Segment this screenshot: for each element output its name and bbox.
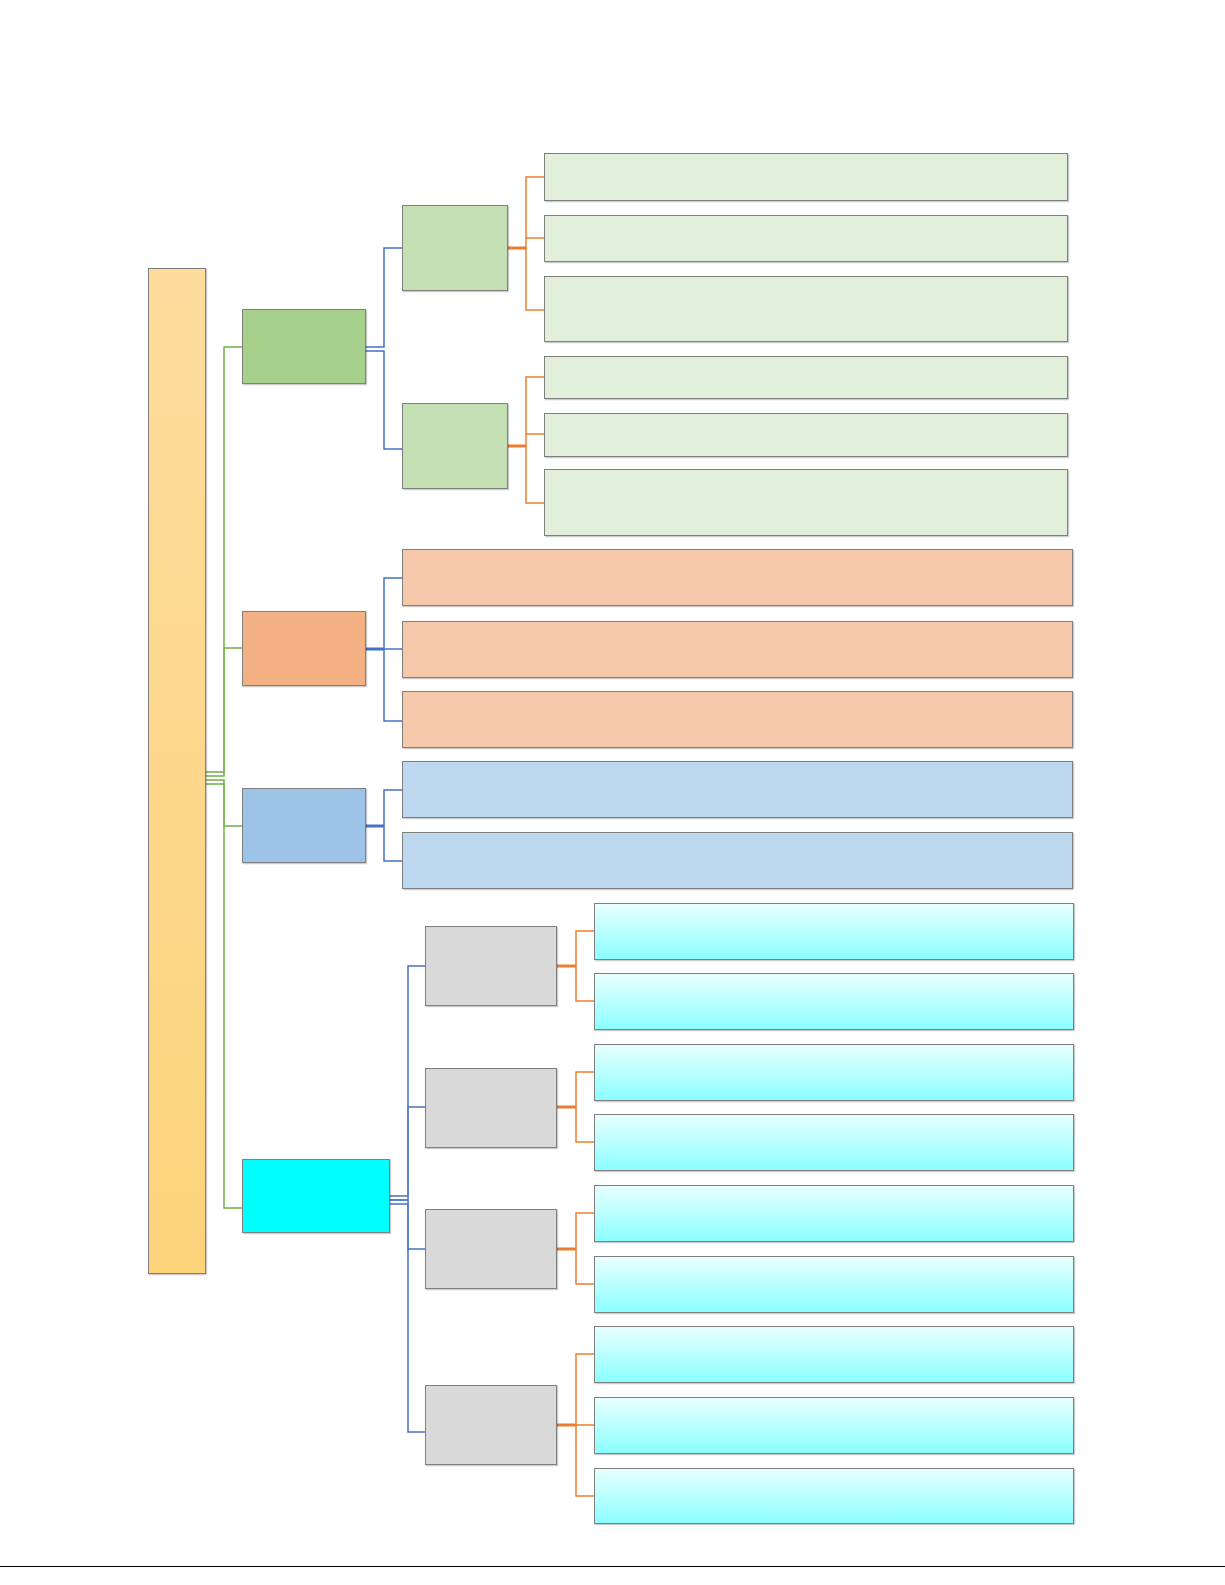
- green-leaf-node: [544, 215, 1068, 262]
- blue-leaf-node: [402, 832, 1073, 889]
- green-subgroup-node-2: [402, 403, 508, 489]
- green-category-connectors: [366, 247, 402, 450]
- green-leaf-node: [544, 469, 1068, 536]
- blue-category-connectors: [366, 789, 402, 862]
- category-green-node: [242, 309, 366, 384]
- green-leaf-node: [544, 413, 1068, 457]
- gray-subgroup-node-3: [425, 1209, 557, 1289]
- cyan-leaf-node: [594, 1397, 1074, 1454]
- cyan-leaf-node: [594, 1185, 1074, 1242]
- gray-subgroup-node-4: [425, 1385, 557, 1465]
- gray-subgroup-node-2: [425, 1068, 557, 1148]
- cyan-leaf-node: [594, 973, 1074, 1030]
- cyan-category-connectors: [390, 965, 425, 1433]
- cyan-leaf-node: [594, 1256, 1074, 1313]
- green-subgroup-node-1: [402, 205, 508, 291]
- orange-leaf-node: [402, 549, 1073, 606]
- cyan-leaf-node: [594, 903, 1074, 960]
- category-cyan-node: [242, 1159, 390, 1233]
- green-leaf-node: [544, 153, 1068, 201]
- orange-category-connectors: [366, 577, 402, 722]
- green-sub1-connectors: [508, 176, 544, 311]
- gray-subgroup-node-1: [425, 926, 557, 1006]
- cyan-leaf-node: [594, 1044, 1074, 1101]
- green-sub2-connectors: [508, 376, 544, 504]
- orange-leaf-node: [402, 691, 1073, 748]
- blue-leaf-node: [402, 761, 1073, 818]
- green-leaf-node: [544, 356, 1068, 399]
- cyan-leaf-node: [594, 1468, 1074, 1524]
- orange-leaf-node: [402, 621, 1073, 678]
- cyan-leaf-node: [594, 1326, 1074, 1383]
- green-leaf-node: [544, 276, 1068, 342]
- root-node: [148, 268, 206, 1274]
- gray-sub-connectors: [557, 930, 594, 1497]
- page-bottom-rule: [0, 1566, 1225, 1567]
- root-connectors: [205, 346, 242, 1209]
- category-orange-node: [242, 611, 366, 686]
- cyan-leaf-node: [594, 1114, 1074, 1171]
- category-blue-node: [242, 788, 366, 863]
